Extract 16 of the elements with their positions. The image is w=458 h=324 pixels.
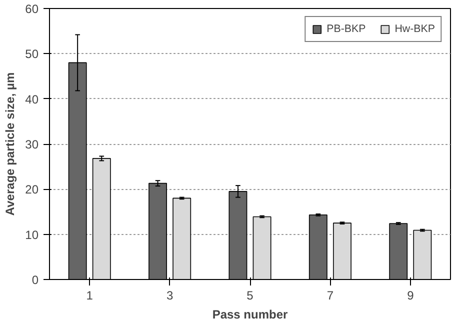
x-axis-title: Pass number xyxy=(212,308,288,322)
x-tick-label: 7 xyxy=(326,288,334,302)
x-tick-label: 1 xyxy=(86,288,94,302)
y-tick-label: 0 xyxy=(32,273,39,287)
y-tick-label: 40 xyxy=(25,92,39,106)
y-tick-label: 50 xyxy=(25,47,39,62)
y-axis-title: Average particle size, µm xyxy=(3,72,18,216)
x-tick-label: 5 xyxy=(246,288,254,302)
y-tick-label: 10 xyxy=(25,228,39,242)
y-tick-label: 30 xyxy=(25,138,39,152)
legend-label: Hw-BKP xyxy=(394,23,435,35)
x-tick-label: 3 xyxy=(166,288,174,302)
y-tick-label: 60 xyxy=(25,2,39,16)
y-tick-label: 20 xyxy=(25,182,39,197)
legend-label: PB-BKP xyxy=(326,23,366,35)
x-tick-label: 9 xyxy=(407,288,414,302)
